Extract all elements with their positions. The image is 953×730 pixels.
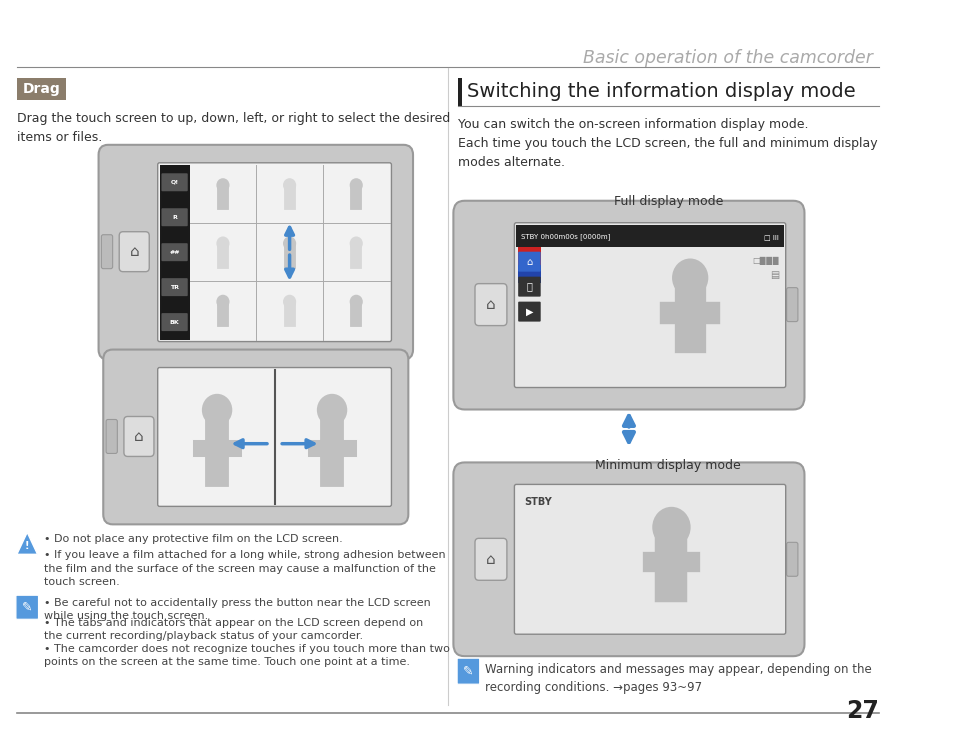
Text: Switching the information display mode: Switching the information display mode bbox=[467, 82, 855, 101]
Text: Minimum display mode: Minimum display mode bbox=[595, 459, 740, 472]
Text: • Be careful not to accidentally press the button near the LCD screen
while usin: • Be careful not to accidentally press t… bbox=[44, 599, 431, 621]
Circle shape bbox=[283, 178, 295, 192]
Text: You can switch the on-screen information display mode.
Each time you touch the L: You can switch the on-screen information… bbox=[457, 118, 877, 169]
Text: ✎: ✎ bbox=[462, 665, 474, 677]
Text: R: R bbox=[172, 215, 177, 220]
FancyBboxPatch shape bbox=[161, 173, 188, 191]
Circle shape bbox=[316, 393, 347, 426]
Text: ⌂: ⌂ bbox=[130, 245, 139, 259]
Bar bbox=[17, 78, 66, 100]
Text: □ III: □ III bbox=[763, 234, 779, 239]
FancyBboxPatch shape bbox=[475, 284, 506, 326]
Text: Basic operation of the camcorder: Basic operation of the camcorder bbox=[582, 49, 872, 67]
Text: Drag the touch screen to up, down, left, or right to select the desired
items or: Drag the touch screen to up, down, left,… bbox=[17, 112, 450, 144]
FancyBboxPatch shape bbox=[16, 595, 38, 619]
Circle shape bbox=[202, 393, 232, 426]
Text: STBY: STBY bbox=[523, 497, 551, 507]
FancyBboxPatch shape bbox=[786, 288, 797, 322]
Bar bbox=[517, 265, 540, 283]
FancyBboxPatch shape bbox=[161, 278, 188, 296]
FancyBboxPatch shape bbox=[124, 417, 153, 456]
Text: ⌂: ⌂ bbox=[486, 552, 496, 566]
Text: ▤: ▤ bbox=[769, 269, 779, 280]
Circle shape bbox=[283, 237, 295, 250]
FancyBboxPatch shape bbox=[475, 538, 506, 580]
Polygon shape bbox=[17, 532, 37, 554]
Text: ✎: ✎ bbox=[22, 601, 32, 614]
Text: • Do not place any protective film on the LCD screen.: • Do not place any protective film on th… bbox=[44, 534, 342, 545]
FancyBboxPatch shape bbox=[517, 301, 540, 322]
Circle shape bbox=[216, 237, 230, 250]
FancyBboxPatch shape bbox=[98, 145, 413, 360]
Circle shape bbox=[350, 295, 362, 309]
Text: Full display mode: Full display mode bbox=[613, 195, 722, 208]
Text: • The camcorder does not recognize touches if you touch more than two
points on : • The camcorder does not recognize touch… bbox=[44, 644, 450, 667]
Text: ⌂: ⌂ bbox=[486, 297, 496, 312]
Text: STBY 0h00m00s [0000m]: STBY 0h00m00s [0000m] bbox=[520, 234, 610, 240]
Bar bbox=[457, 78, 461, 106]
FancyBboxPatch shape bbox=[157, 367, 391, 507]
Text: ▶: ▶ bbox=[525, 307, 533, 317]
Text: □▉▉▉: □▉▉▉ bbox=[751, 256, 779, 265]
FancyBboxPatch shape bbox=[514, 223, 785, 388]
Text: ##: ## bbox=[170, 250, 180, 255]
Circle shape bbox=[652, 507, 690, 548]
Circle shape bbox=[283, 295, 295, 309]
Circle shape bbox=[671, 258, 707, 297]
FancyBboxPatch shape bbox=[453, 462, 803, 656]
Text: • The tabs and indicators that appear on the LCD screen depend on
the current re: • The tabs and indicators that appear on… bbox=[44, 618, 423, 642]
Circle shape bbox=[216, 295, 230, 309]
Text: ⌂: ⌂ bbox=[134, 429, 144, 444]
Bar bbox=[516, 225, 783, 247]
FancyBboxPatch shape bbox=[456, 658, 479, 684]
Text: ⌕: ⌕ bbox=[526, 282, 532, 292]
Text: ⌂: ⌂ bbox=[526, 257, 532, 266]
Text: Warning indicators and messages may appear, depending on the
recording condition: Warning indicators and messages may appe… bbox=[485, 663, 871, 694]
FancyBboxPatch shape bbox=[157, 163, 391, 342]
Text: TR: TR bbox=[170, 285, 179, 290]
FancyBboxPatch shape bbox=[161, 313, 188, 331]
FancyBboxPatch shape bbox=[161, 243, 188, 261]
FancyBboxPatch shape bbox=[453, 201, 803, 410]
FancyBboxPatch shape bbox=[514, 485, 785, 634]
FancyBboxPatch shape bbox=[106, 420, 117, 453]
FancyBboxPatch shape bbox=[517, 252, 540, 272]
Bar bbox=[517, 247, 540, 265]
FancyBboxPatch shape bbox=[103, 350, 408, 524]
Text: Drag: Drag bbox=[23, 82, 60, 96]
FancyBboxPatch shape bbox=[517, 277, 540, 296]
FancyBboxPatch shape bbox=[786, 542, 797, 576]
Circle shape bbox=[350, 237, 362, 250]
FancyBboxPatch shape bbox=[119, 231, 149, 272]
Bar bbox=[159, 165, 190, 339]
Text: BK: BK bbox=[170, 320, 179, 325]
Text: • If you leave a film attached for a long while, strong adhesion between
the fil: • If you leave a film attached for a lon… bbox=[44, 550, 445, 587]
Text: !: ! bbox=[25, 542, 30, 551]
FancyBboxPatch shape bbox=[161, 208, 188, 226]
Circle shape bbox=[216, 178, 230, 192]
Text: Q!: Q! bbox=[171, 180, 178, 185]
Circle shape bbox=[350, 178, 362, 192]
Text: 27: 27 bbox=[845, 699, 878, 723]
FancyBboxPatch shape bbox=[101, 235, 112, 269]
